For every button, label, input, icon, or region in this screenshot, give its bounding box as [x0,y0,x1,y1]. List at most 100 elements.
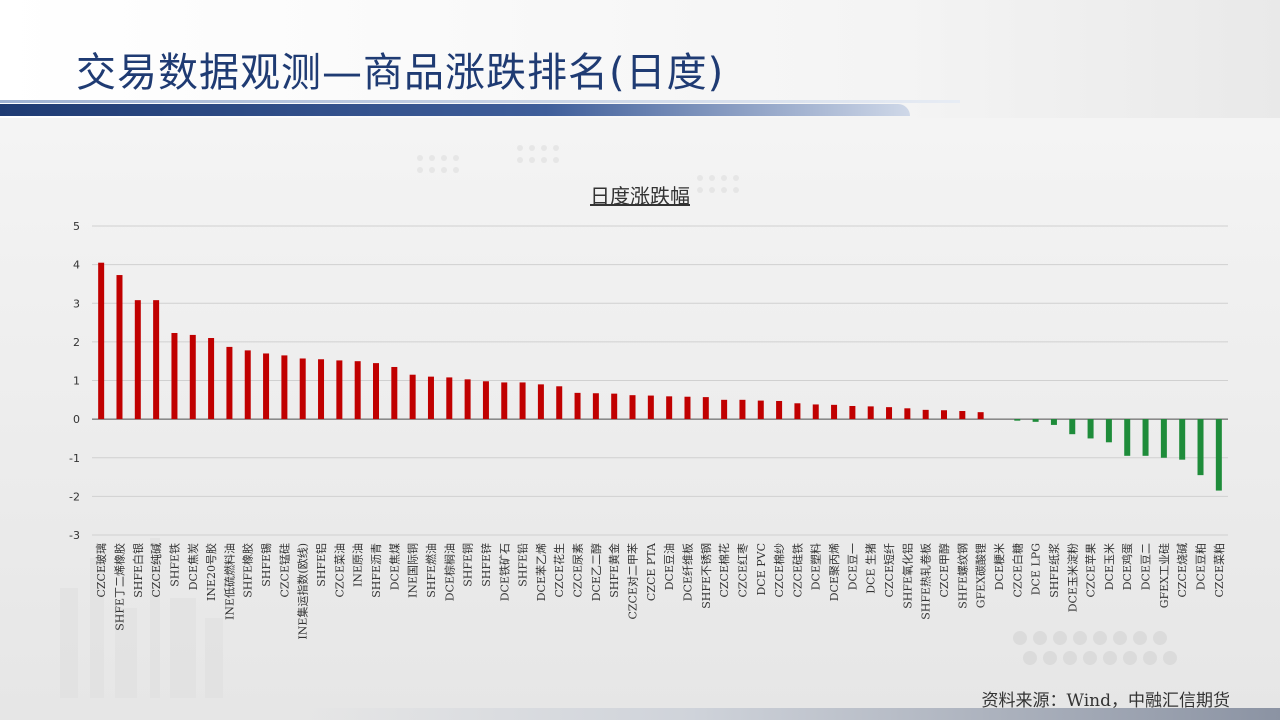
x-category-label: DCE 生猪 [864,543,878,594]
bar [611,393,618,420]
x-category-label: CZCE棉纱 [772,543,786,598]
x-category-label: CZCE尿素 [572,543,585,598]
bar [98,262,105,420]
x-category-label: DCE纤维板 [680,543,694,601]
bar [574,392,581,420]
bar [867,406,874,420]
x-category-label: CZCE白糖 [1010,543,1024,598]
x-category-label: SHFE锡 [259,543,273,587]
bar [647,395,654,420]
y-tick-label: -1 [69,452,80,465]
bar [977,412,984,420]
x-category-label: SHFE纸浆 [1047,543,1061,598]
bar [519,382,526,420]
bar [189,334,196,420]
bar [208,338,215,420]
header-accent-line [0,100,960,103]
bar [757,400,764,420]
bar [537,384,544,420]
x-category-label: CZCE棉花 [717,543,731,598]
bar [922,409,929,420]
x-category-label: CZCE烧碱 [1176,543,1189,598]
x-category-label: SHFE螺纹钢 [955,543,969,609]
bar [1124,419,1131,456]
bar [776,400,783,420]
x-category-label: SHFE橡胶 [241,543,255,598]
x-category-label: SHFE氧化铝 [900,543,914,609]
y-tick-label: 1 [73,375,80,388]
x-category-label: DCE铁矿石 [498,543,511,601]
x-category-label: CZCE玻璃 [94,543,108,598]
x-category-label: CZCE甲醇 [937,543,951,598]
x-category-label: CZCE硅铁 [791,543,804,598]
bar [134,300,141,420]
x-category-label: SHFE燃油 [424,543,438,598]
bar [1069,419,1076,435]
x-category-label: CZCE菜油 [332,543,346,598]
x-category-label: CZCE PTA [645,542,658,601]
y-tick-label: -2 [69,490,80,503]
x-category-label: DCE鸡蛋 [1120,543,1134,590]
bar [739,399,746,420]
bar [1105,419,1112,443]
x-category-label: CZCE锰硅 [277,543,291,598]
bar [794,403,801,420]
x-category-label: CZCE纯碱 [150,543,163,598]
bar [702,397,709,420]
bar [336,360,343,420]
x-category-label: CZCE红枣 [736,543,749,598]
x-category-label: SHFE白银 [131,543,145,598]
x-category-label: GFEX碳酸锂 [974,543,988,608]
bar [1014,419,1021,421]
x-category-label: DCE豆一 [846,543,859,590]
x-category-label: DCE焦炭 [187,543,200,590]
x-category-label: INE20号胶 [204,543,218,601]
x-category-label: INE国际铜 [406,543,420,598]
bar [721,399,728,420]
x-category-label: DCE豆油 [662,543,676,590]
chart-title: 日度涨跌幅 [590,184,690,208]
x-category-label: DCE棕榈油 [442,543,456,601]
header-band [0,0,1280,118]
x-category-label: CZCE对二甲苯 [626,543,640,620]
x-category-label: DCE玉米 [1103,543,1116,590]
bar [1050,419,1057,425]
x-category-label: SHFE不锈钢 [700,543,713,609]
x-category-label: SHFE热轧卷板 [919,543,933,620]
bar [299,358,306,420]
bottom-stripe [300,708,1280,720]
x-category-label: DCE豆粕 [1194,543,1208,590]
bar [354,361,361,420]
source-note: 资料来源：Wind，中融汇信期货 [981,691,1230,711]
bar [592,393,599,420]
x-category-label: SHFE沥青 [370,543,383,598]
bar [1215,419,1222,491]
x-category-label: INE低硫燃料油 [222,543,236,620]
y-tick-label: 4 [73,259,80,272]
y-tick-label: -3 [69,529,80,542]
page-title: 交易数据观测—商品涨跌排名(日度) [76,50,725,96]
bar [446,377,453,420]
bar [373,363,379,420]
x-category-label: CZCE花生 [552,543,566,598]
bar [1087,419,1094,439]
x-category-label: DCE豆二 [1140,543,1153,590]
bar [427,376,434,420]
x-category-label: DCE塑料 [809,543,823,590]
bar [409,374,416,420]
x-category-label: CZCE菜粕 [1212,543,1226,598]
x-category-label: SHFE铝 [314,543,328,587]
bar [318,359,325,420]
bar [684,396,691,420]
x-category-label: INE集运指数(欧线) [296,543,310,640]
bar [1032,419,1039,422]
x-category-label: DCE LPG [1030,543,1043,595]
bar [849,405,856,420]
x-category-label: DCE PVC [755,543,768,596]
x-category-label: DCE玉米淀粉 [1065,543,1079,612]
bar [482,381,489,420]
bar [1179,419,1186,460]
y-tick-label: 0 [73,413,80,426]
x-category-label: SHFE铁 [168,543,181,587]
